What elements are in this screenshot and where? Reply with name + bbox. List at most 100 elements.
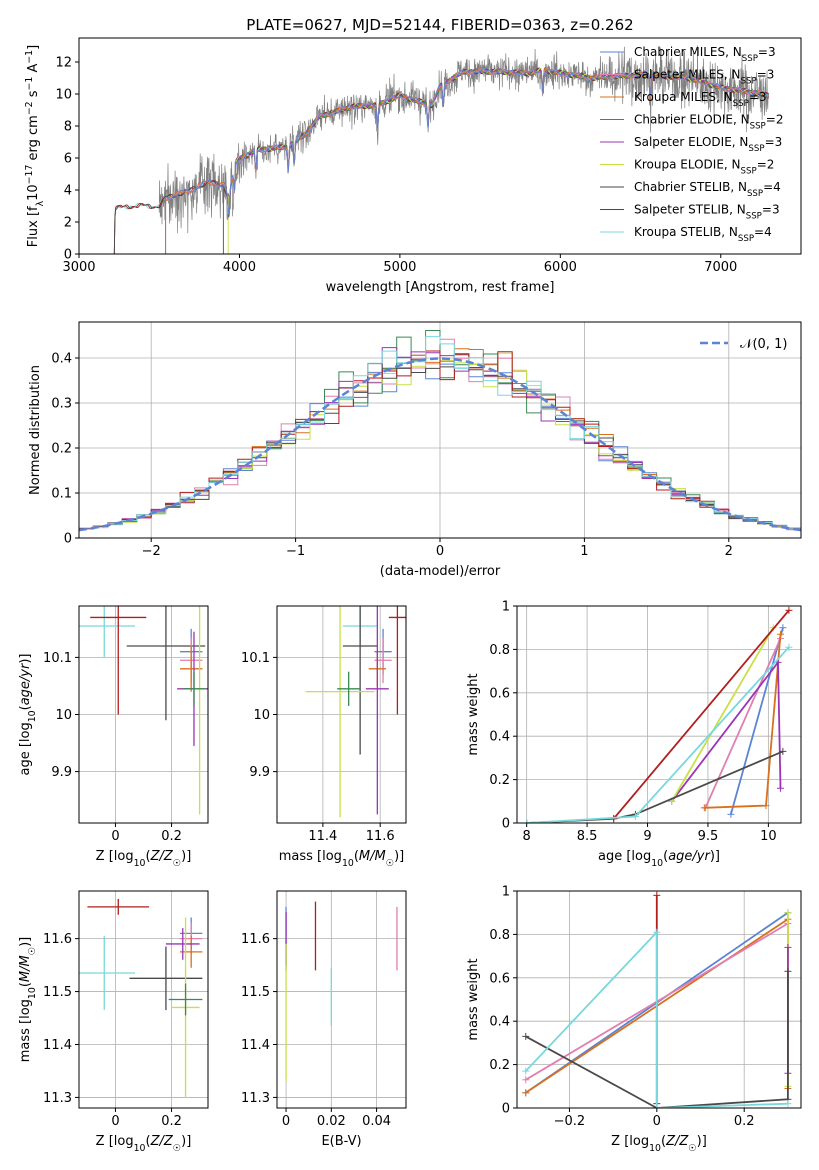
x-tick-label: 0 [282, 1114, 290, 1129]
model-spectrum-line [165, 68, 770, 254]
y-tick-label: 12 [55, 56, 72, 71]
plot-area-massweight_vs_age [517, 606, 801, 823]
y-tick-label: 1 [502, 600, 510, 615]
y-axis-label: age [log10(age/yr)] [18, 653, 38, 775]
y-tick-label: 10 [55, 708, 72, 723]
legend: Chabrier MILES, NSSP=3 Salpeter MILES, NS… [600, 45, 783, 244]
plot-area-age_vs_Z [79, 606, 208, 823]
y-tick-label: 0 [502, 1102, 510, 1117]
y-tick-label: 11.6 [241, 932, 270, 947]
plot-area-mass_vs_Z [79, 891, 208, 1108]
axes-residuals: −2 −1 0 1 2 0 0.1 0.2 0.3 0.4 (data-model)/error No… [28, 321, 802, 579]
y-tick-label: 9.9 [249, 765, 270, 780]
legend: 𝒩(0, 1) [700, 337, 787, 352]
legend-label: Chabrier ELODIE, NSSP=2 [634, 113, 783, 132]
x-tick-label: 0 [436, 544, 444, 559]
y-tick-label: 11.4 [43, 1038, 72, 1053]
y-tick-label: 0.2 [489, 1058, 510, 1073]
normal-distribution-curve [79, 357, 801, 532]
x-axis-label: Z [log10(Z/Z☉)] [611, 1134, 707, 1154]
y-tick-label: 0 [64, 248, 72, 263]
legend-label: Kroupa ELODIE, NSSP=2 [634, 158, 774, 177]
axes-massweight_vs_Z: −0.2 0 0.2 0 0.2 0.4 0.6 0.8 1 Z [log10(Z/Z☉)] mas… [466, 885, 802, 1154]
y-tick-label: 4 [64, 184, 72, 199]
y-tick-label: 0 [502, 817, 510, 832]
y-axis-label: mass weight [466, 673, 481, 755]
y-tick-label: 0.4 [51, 352, 72, 367]
x-tick-label: 7000 [704, 260, 737, 275]
axes-age_vs_mass: 11.4 11.6 9.9 10 10.1 mass [log10(M/M☉)] [241, 605, 407, 869]
y-tick-label: 2 [64, 216, 72, 231]
y-tick-label: 0.3 [51, 397, 72, 412]
x-axis-label: age [log10(age/yr)] [598, 849, 720, 869]
plot-area-age_vs_mass [277, 606, 406, 823]
x-tick-label: −1 [286, 544, 305, 559]
y-axis-label: Normed distribution [28, 365, 43, 495]
y-tick-label: 10 [55, 88, 72, 103]
axes-massweight_vs_age: 8 8.5 9 9.5 10 0 0.2 0.4 0.6 0.8 1 age [log10(age/y… [466, 600, 802, 869]
plot-area-spectrum [113, 45, 770, 254]
legend-label: Chabrier MILES, NSSP=3 [634, 45, 776, 64]
x-tick-label: 3000 [62, 260, 95, 275]
y-tick-label: 10 [253, 708, 270, 723]
x-axis-label: Z [log10(Z/Z☉)] [96, 849, 192, 869]
x-tick-label: 4000 [223, 260, 256, 275]
legend-label: Kroupa STELIB, NSSP=4 [634, 225, 772, 244]
legend-label: Kroupa MILES, NSSP=3 [634, 90, 767, 109]
y-tick-label: 0.2 [51, 442, 72, 457]
mass-weight-line [613, 609, 790, 820]
axes-frame [516, 890, 802, 1109]
x-tick-label: 1 [580, 544, 588, 559]
axes-mass_vs_Z: 0 0.2 11.3 11.4 11.5 11.6 Z [log10(Z/Z☉)] mass … [18, 890, 209, 1154]
mass-weight-line [670, 627, 774, 802]
y-tick-label: 0.1 [51, 487, 72, 502]
x-axis-label: (data-model)/error [380, 564, 501, 579]
y-axis-label: Flux [fλ10−17 erg cm−2 s−1 A−1] [24, 45, 46, 247]
mass-weight-line [526, 646, 790, 823]
x-tick-label: 0.2 [161, 1114, 182, 1129]
plot-area-massweight_vs_Z [517, 891, 801, 1108]
axes-frame [516, 605, 802, 824]
x-tick-label: 9.5 [698, 829, 719, 844]
x-tick-label: −0.2 [554, 1114, 586, 1129]
legend-label: 𝒩(0, 1) [740, 337, 787, 352]
x-tick-label: 0.02 [317, 1114, 346, 1129]
y-tick-label: 0.6 [489, 971, 510, 986]
x-tick-label: 0.2 [734, 1114, 755, 1129]
y-tick-label: 10.1 [241, 651, 270, 666]
axes-spectrum: 3000 4000 5000 6000 7000 0 2 4 6 8 10 12 wavelength … [24, 37, 802, 295]
y-tick-label: 9.9 [51, 765, 72, 780]
model-spectrum-line [165, 68, 769, 254]
y-tick-label: 11.3 [43, 1091, 72, 1106]
y-tick-label: 8 [64, 120, 72, 135]
x-tick-label: 6000 [544, 260, 577, 275]
y-tick-label: 0.8 [489, 643, 510, 658]
y-tick-label: 0 [64, 532, 72, 547]
y-axis-label: mass [log10(M/M☉)] [18, 937, 38, 1063]
y-tick-label: 6 [64, 152, 72, 167]
x-tick-label: 0 [111, 1114, 119, 1129]
x-tick-label: 0 [653, 1114, 661, 1129]
x-axis-label: wavelength [Angstrom, rest frame] [326, 280, 555, 295]
mass-weight-line [525, 971, 789, 1108]
axes-age_vs_Z: 0 0.2 9.9 10 10.1 Z [log10(Z/Z☉)] age [log10(a… [18, 605, 209, 869]
y-tick-label: 0.8 [489, 928, 510, 943]
y-tick-label: 0.4 [489, 730, 510, 745]
plot-area-mass_vs_EBV [277, 891, 406, 1108]
mass-weight-line [526, 750, 784, 823]
y-tick-label: 11.3 [241, 1091, 270, 1106]
plot-area-residuals [79, 322, 801, 538]
axes-mass_vs_EBV: 0 0.02 0.04 11.3 11.4 11.5 11.6 E(B-V) [241, 890, 407, 1149]
legend-label: Chabrier STELIB, NSSP=4 [634, 180, 781, 199]
legend-label: Salpeter MILES, NSSP=3 [634, 68, 774, 87]
mass-weight-line [730, 627, 784, 815]
x-tick-label: 8.5 [577, 829, 598, 844]
y-tick-label: 11.5 [43, 985, 72, 1000]
x-tick-label: 0.2 [161, 829, 182, 844]
axes-frame [78, 37, 802, 255]
y-tick-label: 11.4 [241, 1038, 270, 1053]
mass-weight-line [525, 929, 788, 1108]
x-axis-label: mass [log10(M/M☉)] [279, 849, 405, 869]
x-tick-label: 0 [111, 829, 119, 844]
x-tick-label: 11.6 [366, 829, 395, 844]
